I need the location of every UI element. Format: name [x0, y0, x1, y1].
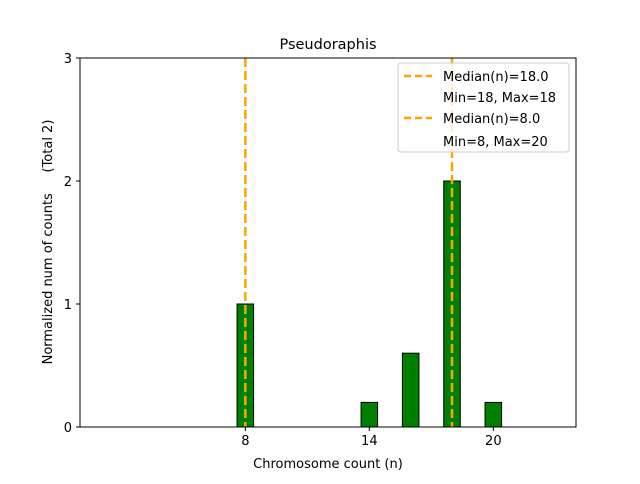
- bar-16: [401, 352, 420, 428]
- x-tick-label-20: 20: [485, 434, 502, 449]
- x-tick-label-14: 14: [361, 434, 378, 449]
- median-lines-group: [244, 58, 454, 427]
- x-axis-label: Chromosome count (n): [253, 457, 403, 472]
- x-tick-label-8: 8: [241, 434, 249, 449]
- x-ticks-group: 8 14 20: [241, 427, 502, 449]
- plot-frame: [79, 57, 577, 428]
- legend-sublabel-median-18: Min=18, Max=18: [443, 91, 556, 106]
- y-tick-label-2: 2: [64, 175, 72, 190]
- y-tick-label-3: 3: [64, 52, 72, 67]
- bars-group: [236, 180, 503, 428]
- y-axis-label: Normalized num of counts (Total 2): [41, 120, 56, 365]
- y-tick-label-1: 1: [64, 298, 72, 313]
- legend-box: [397, 62, 570, 153]
- legend-label-median-8: Median(n)=8.0: [443, 112, 540, 127]
- chart-title: Pseudoraphis: [279, 37, 376, 53]
- y-tick-label-0: 0: [64, 421, 72, 436]
- legend-label-median-18: Median(n)=18.0: [443, 70, 549, 85]
- y-ticks-group: 0 1 2 3: [64, 52, 80, 436]
- legend: Median(n)=18.0 Min=18, Max=18 Median(n)=…: [397, 62, 570, 153]
- legend-sublabel-median-8: Min=8, Max=20: [443, 135, 548, 150]
- bar-14: [360, 401, 379, 428]
- bar-20: [484, 401, 503, 428]
